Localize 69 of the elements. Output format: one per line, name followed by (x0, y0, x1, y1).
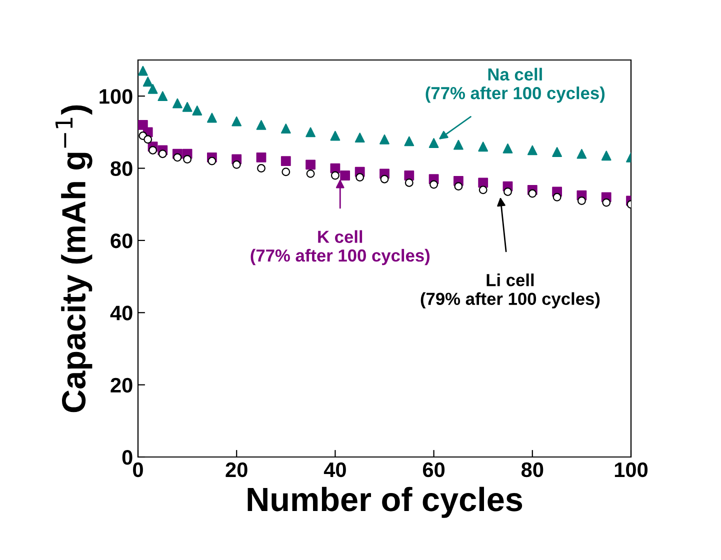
point (428, 138, 439, 148)
point (172, 98, 182, 108)
x-tick-label: 40 (324, 462, 346, 478)
point (138, 66, 148, 76)
point (142, 76, 153, 87)
point (528, 189, 537, 198)
point (380, 134, 390, 144)
point (552, 192, 562, 202)
point (306, 160, 316, 170)
point (354, 132, 365, 143)
x-tick-label: 100 (614, 462, 648, 478)
point (454, 182, 463, 191)
point (340, 170, 350, 180)
point (502, 143, 513, 154)
point (182, 102, 192, 112)
point (454, 140, 464, 150)
point (144, 135, 152, 144)
point (256, 120, 266, 130)
point (478, 142, 488, 152)
point (478, 186, 488, 194)
point (158, 91, 168, 102)
x-tick-label: 60 (422, 462, 445, 478)
point (601, 150, 612, 161)
y-tick-label: 40 (110, 306, 132, 320)
x-tick-label: 80 (521, 462, 544, 478)
point (504, 188, 512, 196)
point (404, 178, 414, 187)
x-axis-title: Number of cycles (248, 486, 522, 518)
point (602, 198, 611, 207)
y-tick-label: 20 (110, 378, 132, 393)
point (232, 116, 242, 126)
point (280, 156, 291, 166)
point (158, 150, 167, 158)
y-axis-title: Capacity (mAh g$^{−1}$) (55, 105, 92, 412)
point (404, 136, 414, 146)
point (478, 178, 488, 188)
point (306, 127, 316, 138)
x-tick-label: 0 (133, 462, 143, 478)
point (257, 164, 266, 172)
point (577, 196, 586, 205)
point (306, 169, 315, 178)
point (576, 148, 587, 159)
point (207, 112, 217, 123)
annotation: K cell (77% after 100 cycles) (250, 230, 430, 266)
point (552, 147, 562, 157)
point (282, 168, 290, 176)
y-tick-label: 0 (122, 450, 132, 465)
point (232, 160, 241, 169)
x-tick-label: 20 (226, 462, 248, 478)
point (148, 146, 158, 154)
y-tick-label: 80 (110, 161, 132, 176)
point (208, 156, 216, 166)
point (404, 170, 414, 180)
point (183, 155, 192, 164)
point (356, 173, 364, 182)
point (173, 153, 182, 162)
point (330, 130, 340, 141)
point (330, 171, 340, 180)
point (280, 124, 291, 134)
y-tick-label: 100 (100, 89, 132, 104)
point (430, 180, 438, 189)
point (256, 152, 266, 162)
point (148, 84, 158, 94)
point (527, 145, 538, 156)
point (192, 106, 202, 116)
annotation: Na cell (77% after 100 cycles) (426, 68, 605, 103)
y-tick-label: 60 (110, 233, 132, 248)
annotation: Li cell (79% after 100 cycles) (420, 274, 600, 308)
point (380, 174, 389, 184)
